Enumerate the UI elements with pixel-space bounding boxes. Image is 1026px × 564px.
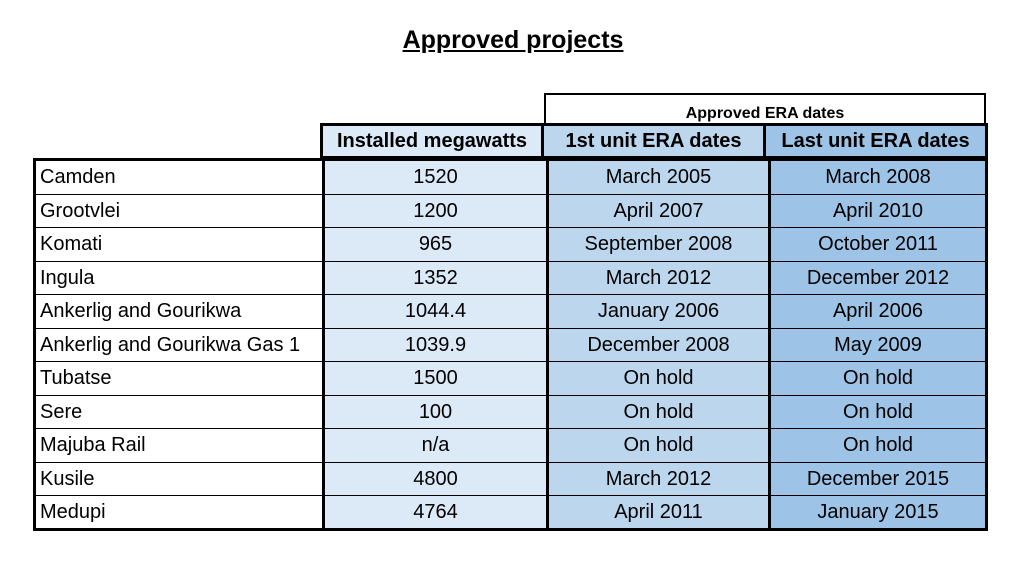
first-unit-date-cell: April 2007 [546, 194, 768, 227]
project-name-cell: Kusile [36, 462, 322, 495]
last-unit-date-cell: December 2012 [768, 261, 985, 294]
column-header-installed-megawatts: Installed megawatts [320, 123, 544, 159]
installed-mw-cell: 1039.9 [322, 328, 546, 361]
first-unit-date-cell: March 2012 [546, 261, 768, 294]
page-title: Approved projects [402, 26, 624, 54]
projects-table: Camden 1520 March 2005 March 2008 Grootv… [33, 158, 988, 531]
first-unit-date-cell: March 2012 [546, 462, 768, 495]
last-unit-date-cell: December 2015 [768, 462, 985, 495]
project-name-cell: Grootvlei [36, 194, 322, 227]
last-unit-date-cell: On hold [768, 362, 985, 395]
installed-mw-cell: 4764 [322, 496, 546, 528]
last-unit-date-cell: May 2009 [768, 328, 985, 361]
approved-era-dates-header: Approved ERA dates [544, 93, 986, 123]
column-header-last-unit-era: Last unit ERA dates [766, 123, 988, 159]
first-unit-date-cell: April 2011 [546, 496, 768, 528]
table-row: Medupi 4764 April 2011 January 2015 [36, 496, 985, 528]
first-unit-date-cell: On hold [546, 362, 768, 395]
first-unit-date-cell: September 2008 [546, 228, 768, 261]
first-unit-date-cell: On hold [546, 429, 768, 462]
table-row: Grootvlei 1200 April 2007 April 2010 [36, 194, 985, 228]
column-header-first-unit-era: 1st unit ERA dates [544, 123, 766, 159]
project-name-cell: Majuba Rail [36, 429, 322, 462]
last-unit-date-cell: April 2010 [768, 194, 985, 227]
table-row: Komati 965 September 2008 October 2011 [36, 228, 985, 262]
table-row: Ingula 1352 March 2012 December 2012 [36, 261, 985, 295]
installed-mw-cell: 965 [322, 228, 546, 261]
last-unit-date-cell: October 2011 [768, 228, 985, 261]
last-unit-date-cell: April 2006 [768, 295, 985, 328]
project-name-cell: Sere [36, 395, 322, 428]
project-name-cell: Ingula [36, 261, 322, 294]
last-unit-date-cell: January 2015 [768, 496, 985, 528]
installed-mw-cell: 100 [322, 395, 546, 428]
table-row: Tubatse 1500 On hold On hold [36, 362, 985, 396]
project-name-cell: Medupi [36, 496, 322, 528]
project-name-cell: Camden [36, 161, 322, 194]
project-name-cell: Ankerlig and Gourikwa Gas 1 [36, 328, 322, 361]
installed-mw-cell: 1352 [322, 261, 546, 294]
table-row: Majuba Rail n/a On hold On hold [36, 429, 985, 463]
project-name-cell: Komati [36, 228, 322, 261]
first-unit-date-cell: On hold [546, 395, 768, 428]
table-row: Sere 100 On hold On hold [36, 395, 985, 429]
last-unit-date-cell: March 2008 [768, 161, 985, 194]
last-unit-date-cell: On hold [768, 429, 985, 462]
installed-mw-cell: 1044.4 [322, 295, 546, 328]
installed-mw-cell: 1520 [322, 161, 546, 194]
table-row: Kusile 4800 March 2012 December 2015 [36, 462, 985, 496]
table-row: Ankerlig and Gourikwa 1044.4 January 200… [36, 295, 985, 329]
project-name-cell: Tubatse [36, 362, 322, 395]
first-unit-date-cell: March 2005 [546, 161, 768, 194]
column-header-row: Installed megawatts 1st unit ERA dates L… [320, 123, 988, 159]
last-unit-date-cell: On hold [768, 395, 985, 428]
installed-mw-cell: 1500 [322, 362, 546, 395]
project-name-cell: Ankerlig and Gourikwa [36, 295, 322, 328]
installed-mw-cell: 1200 [322, 194, 546, 227]
table-row: Camden 1520 March 2005 March 2008 [36, 161, 985, 195]
table-row: Ankerlig and Gourikwa Gas 1 1039.9 Decem… [36, 328, 985, 362]
first-unit-date-cell: January 2006 [546, 295, 768, 328]
installed-mw-cell: 4800 [322, 462, 546, 495]
installed-mw-cell: n/a [322, 429, 546, 462]
first-unit-date-cell: December 2008 [546, 328, 768, 361]
